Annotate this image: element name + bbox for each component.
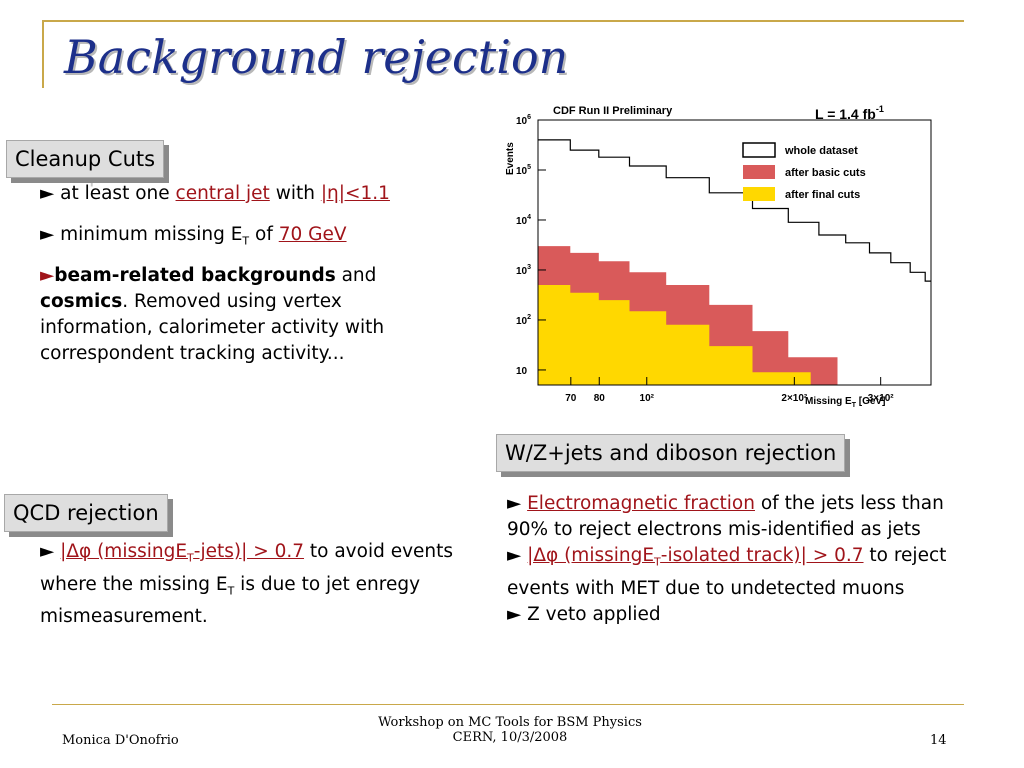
- qcd-bullet: ► |Δφ (missingET-jets)| > 0.7 to avoid e…: [40, 539, 460, 630]
- subscript-t: T: [242, 234, 250, 248]
- missing-et-histogram: CDF Run II Preliminary L = 1.4 fb-1 Even…: [495, 97, 939, 415]
- y-tick-label-2: 104: [516, 214, 531, 227]
- x-tick-label-0: 70: [565, 393, 577, 404]
- 70-gev-link[interactable]: 70 GeV: [278, 224, 347, 245]
- legend-swatch-1: [743, 165, 775, 179]
- plot-axes: 106 105 104 103 102 10 70 80 10² 2×10² 3×10²: [516, 114, 932, 404]
- eta-cut-link[interactable]: |η|<1.1: [320, 183, 390, 204]
- x-tick-label-1: 80: [594, 393, 606, 404]
- bullet-text: ►: [40, 541, 61, 562]
- cleanup-bullet-missing-et: ► minimum missing ET of 70 GeV: [40, 222, 470, 255]
- wz-bullet-z-veto: ► Z veto applied: [507, 603, 661, 625]
- frame-left-line: [42, 20, 44, 88]
- y-axis-label: Events: [505, 142, 516, 175]
- cleanup-bullet-beam-backgrounds: ►beam-related backgrounds and cosmics. R…: [40, 263, 460, 367]
- plot-legend: whole dataset after basic cuts after final…: [742, 142, 866, 201]
- link-text: -jets)| > 0.7: [193, 541, 305, 562]
- slide-title: Background rejection: [64, 30, 569, 84]
- x-tick-label-3: 2×10²: [781, 393, 808, 404]
- wz-bullet-delta-phi-track: ► |Δφ (missingET-isolated track)| > 0.7 …: [507, 543, 977, 602]
- luminosity-label: L = 1.4 fb-1: [815, 104, 884, 122]
- bullet-text: to reject events with MET due to undetec…: [507, 545, 947, 599]
- series-0-line: [538, 139, 931, 282]
- em-fraction-link[interactable]: Electromagnetic fraction: [527, 493, 755, 514]
- cleanup-bullet-central-jet: ► at least one central jet with |η|<1.1: [40, 181, 470, 207]
- bullet-text: to avoid events where the missing E: [40, 541, 454, 595]
- central-jet-link[interactable]: central jet: [175, 183, 270, 204]
- plot-title: CDF Run II Preliminary: [553, 105, 673, 117]
- frame-top-line: [42, 20, 964, 22]
- footer-line: [52, 704, 964, 705]
- legend-swatch-0: [742, 142, 776, 158]
- bullet-text: with: [269, 183, 321, 204]
- y-tick-label-4: 102: [516, 314, 531, 327]
- legend-label-0: whole dataset: [784, 145, 858, 157]
- wz-bullets: ► Electromagnetic fraction of the jets l…: [507, 491, 977, 628]
- x-axis-label: Missing ET [GeV]: [805, 396, 885, 409]
- y-tick-label-3: 103: [516, 264, 531, 277]
- arrow-bullet-icon: ►: [40, 265, 55, 286]
- qcd-rejection-label: QCD rejection: [4, 494, 168, 532]
- series-2-fill: [538, 285, 811, 385]
- cosmics-text: cosmics: [40, 291, 123, 312]
- cleanup-cuts-label: Cleanup Cuts: [6, 140, 165, 178]
- subscript-t: T: [227, 584, 235, 598]
- subscript-t: T: [654, 555, 661, 569]
- x-tick-label-2: 10²: [640, 393, 655, 404]
- delta-phi-track-link[interactable]: |Δφ (missingET-isolated track)| > 0.7: [527, 545, 864, 569]
- bullet-text: is due to jet enregy mismeasurement.: [40, 573, 421, 628]
- wz-jets-diboson-label: W/Z+jets and diboson rejection: [496, 434, 846, 472]
- x-tick-label-4: 3×10²: [868, 393, 895, 404]
- bullet-text: of: [249, 224, 279, 245]
- y-tick-label-5: 10: [516, 366, 528, 377]
- bullet-text: and: [335, 265, 377, 286]
- link-text: |Δφ (missingE: [60, 541, 188, 562]
- bullet-text: ►: [507, 545, 528, 566]
- wz-bullet-em-fraction: ► Electromagnetic fraction of the jets l…: [507, 491, 977, 543]
- plot-frame: [537, 119, 932, 386]
- legend-label-2: after final cuts: [785, 189, 860, 201]
- y-tick-label-1: 105: [516, 164, 531, 177]
- footer-page-number: 14: [930, 733, 947, 748]
- bullet-text: ► minimum missing E: [40, 224, 243, 245]
- footer-event-date: CERN, 10/3/2008: [452, 730, 568, 745]
- legend-label-1: after basic cuts: [785, 167, 866, 179]
- footer-event-line: Workshop on MC Tools for BSM Physics: [378, 715, 642, 730]
- plot-marks: [538, 139, 931, 385]
- y-tick-label-0: 106: [516, 114, 531, 127]
- beam-related-text: beam-related backgrounds: [54, 265, 336, 286]
- delta-phi-jets-link[interactable]: |Δφ (missingET-jets)| > 0.7: [60, 541, 305, 565]
- link-text: |Δφ (missingE: [527, 545, 655, 566]
- bullet-text: ► at least one: [40, 183, 176, 204]
- footer-event: Workshop on MC Tools for BSM Physics CER…: [340, 715, 680, 745]
- link-text: -isolated track)| > 0.7: [660, 545, 864, 566]
- bullet-text: ►: [507, 493, 528, 514]
- bullet-text: . Removed using vertex information, calo…: [40, 291, 385, 364]
- legend-swatch-2: [743, 187, 775, 201]
- footer-author: Monica D'Onofrio: [62, 733, 179, 748]
- bullet-text: of the jets less than 90% to reject elec…: [507, 493, 944, 540]
- subscript-t: T: [187, 551, 194, 565]
